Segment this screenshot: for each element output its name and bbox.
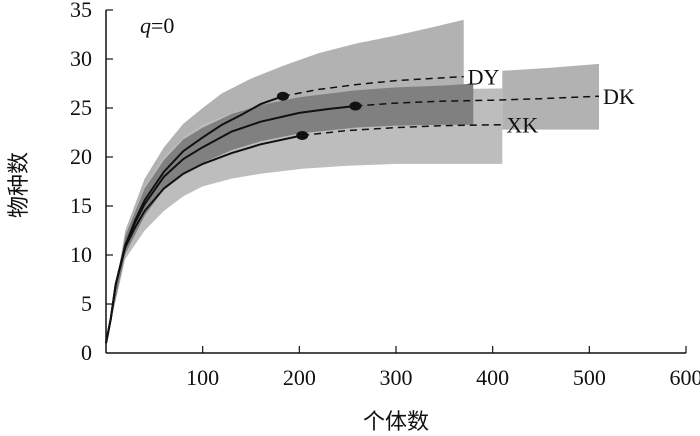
y-tick-label: 25 [70, 95, 92, 120]
observed-points [276, 91, 362, 140]
curve-dk-extrapolated [355, 95, 600, 107]
y-axis-label: 物种数 [7, 152, 32, 218]
band-dk-extrapolated [502, 63, 599, 130]
x-tick-label: 400 [476, 365, 509, 390]
q-value: =0 [151, 13, 174, 38]
y-tick-label: 15 [70, 193, 92, 218]
ticks: 100 200 300 400 500 600 0 5 10 15 20 25 30 35 [70, 0, 700, 390]
series-label-dk: DK [603, 84, 635, 109]
rarefaction-curves [105, 75, 600, 344]
curve-dy-extrapolated [282, 75, 464, 97]
curve-xk-interpolated [105, 134, 303, 344]
y-tick-label: 0 [81, 340, 92, 365]
x-tick-label: 200 [283, 365, 316, 390]
series-label-dy: DY [468, 65, 500, 90]
confidence-bands [106, 19, 599, 344]
y-tick-label: 10 [70, 242, 92, 267]
x-tick-label: 600 [670, 365, 700, 390]
y-tick-label: 35 [70, 0, 92, 22]
y-tick-label: 30 [70, 46, 92, 71]
x-tick-label: 300 [380, 365, 413, 390]
observed-point-dk [349, 101, 362, 111]
band-dk [106, 83, 474, 344]
series-labels: DY DK XK [468, 65, 635, 138]
observed-point-dy [276, 91, 289, 101]
observed-point-xk [296, 130, 309, 140]
x-tick-label: 100 [186, 365, 219, 390]
x-axis-label: 个体数 [363, 410, 429, 435]
q-variable: q [140, 13, 151, 38]
series-label-xk: XK [506, 113, 538, 138]
y-tick-label: 20 [70, 144, 92, 169]
x-tick-label: 500 [573, 365, 606, 390]
y-tick-label: 5 [81, 291, 92, 316]
q-annotation: q=0 [140, 13, 174, 38]
curve-xk-extrapolated [302, 123, 503, 137]
